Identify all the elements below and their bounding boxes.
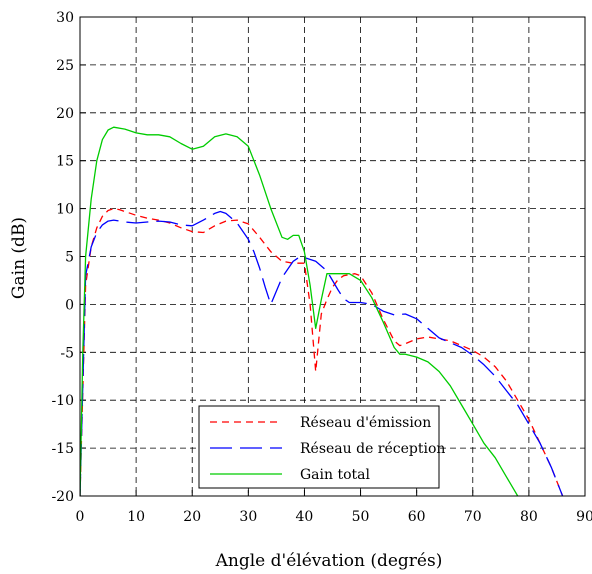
- series-line-emission: [80, 207, 564, 496]
- legend: Réseau d'émission Réseau de réception Ga…: [198, 405, 445, 489]
- x-tick-label: 30: [239, 509, 257, 525]
- x-tick-label: 70: [464, 509, 482, 525]
- plot-frame: [79, 16, 586, 497]
- x-tick-label: 40: [296, 509, 314, 525]
- y-tick-label: -5: [60, 345, 74, 361]
- y-tick-label: -20: [51, 489, 74, 505]
- series-line-total: [80, 126, 519, 496]
- x-tick-label: 50: [352, 509, 370, 525]
- y-tick-label: 0: [65, 297, 74, 313]
- series-line-reception: [80, 210, 564, 496]
- y-axis-title: Gain (dB): [9, 217, 29, 299]
- x-tick-label: 80: [520, 509, 538, 525]
- y-tick-label: 25: [56, 58, 74, 74]
- x-tick-label: 20: [183, 509, 201, 525]
- y-ticks: 30 25 20 15 10 5 0 -5 -10 -15 -20: [51, 10, 86, 505]
- x-tick-label: 90: [576, 509, 592, 525]
- legend-label-emission: Réseau d'émission: [300, 415, 431, 431]
- y-tick-label: 5: [65, 250, 74, 266]
- legend-label-total: Gain total: [300, 467, 371, 483]
- y-tick-label: -15: [51, 441, 74, 457]
- y-tick-label: 15: [56, 154, 74, 170]
- y-tick-label: 10: [56, 202, 74, 218]
- x-ticks: 0 10 20 30 40 50 60 70 80 90: [76, 490, 592, 525]
- legend-label-reception: Réseau de réception: [300, 441, 445, 457]
- x-axis-title: Angle d'élévation (degrés): [215, 551, 443, 571]
- series-layer: [80, 126, 564, 496]
- x-tick-label: 10: [127, 509, 145, 525]
- y-tick-label: -10: [51, 393, 74, 409]
- y-tick-label: 20: [56, 106, 74, 122]
- x-tick-label: 60: [408, 509, 426, 525]
- x-tick-label: 0: [76, 509, 85, 525]
- y-tick-label: 30: [56, 10, 74, 26]
